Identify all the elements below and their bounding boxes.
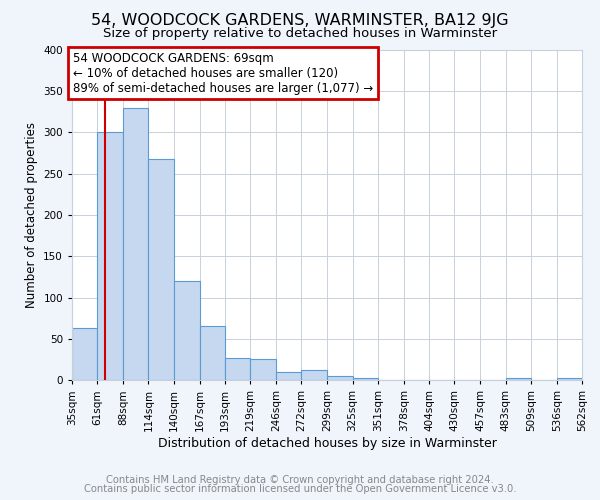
Bar	[200, 326, 225, 380]
Bar	[353, 378, 378, 380]
Bar	[173, 281, 200, 380]
Bar	[148, 159, 173, 380]
Text: Contains HM Land Registry data © Crown copyright and database right 2024.: Contains HM Land Registry data © Crown c…	[106, 475, 494, 485]
Bar	[328, 376, 353, 380]
Bar	[123, 108, 148, 380]
Bar	[557, 378, 582, 380]
Text: Size of property relative to detached houses in Warminster: Size of property relative to detached ho…	[103, 28, 497, 40]
Text: 54 WOODCOCK GARDENS: 69sqm
← 10% of detached houses are smaller (120)
89% of sem: 54 WOODCOCK GARDENS: 69sqm ← 10% of deta…	[73, 52, 373, 94]
Text: Contains public sector information licensed under the Open Government Licence v3: Contains public sector information licen…	[84, 484, 516, 494]
Y-axis label: Number of detached properties: Number of detached properties	[25, 122, 38, 308]
Bar	[276, 372, 301, 380]
Bar	[250, 360, 276, 380]
Text: 54, WOODCOCK GARDENS, WARMINSTER, BA12 9JG: 54, WOODCOCK GARDENS, WARMINSTER, BA12 9…	[91, 12, 509, 28]
X-axis label: Distribution of detached houses by size in Warminster: Distribution of detached houses by size …	[158, 436, 496, 450]
Bar	[97, 132, 123, 380]
Bar	[225, 358, 250, 380]
Bar	[506, 378, 531, 380]
Bar	[301, 370, 328, 380]
Bar	[72, 328, 97, 380]
